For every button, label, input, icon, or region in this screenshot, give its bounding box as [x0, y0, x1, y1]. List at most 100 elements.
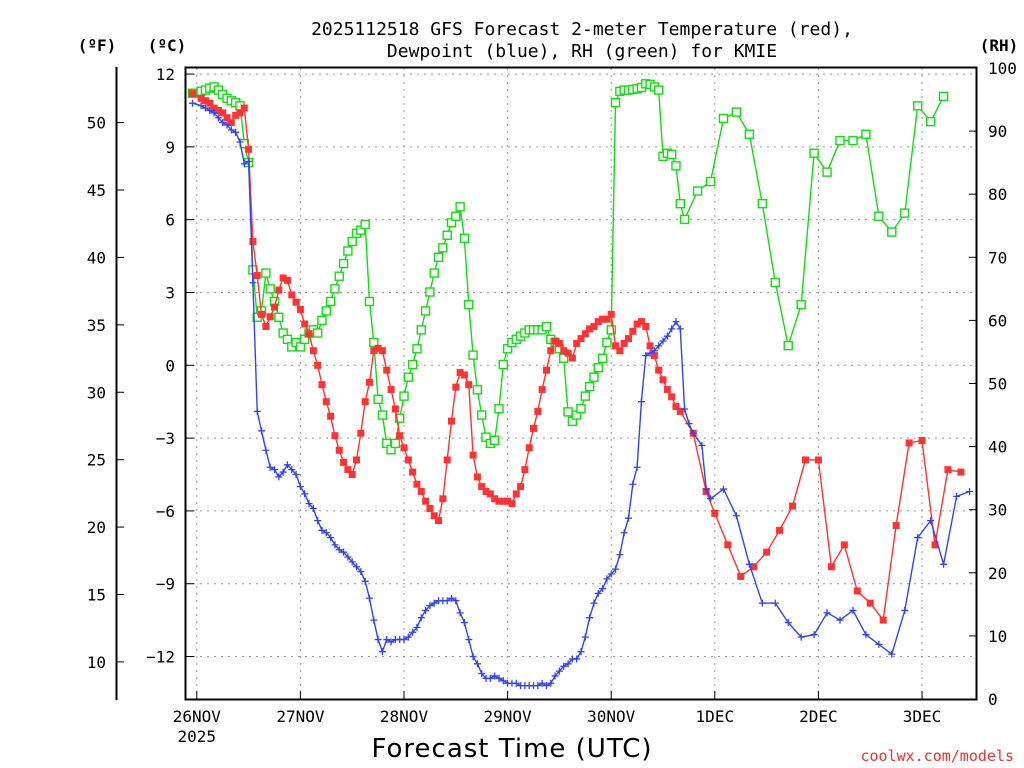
data-point	[668, 325, 676, 333]
data-point	[253, 407, 261, 415]
data-point	[288, 291, 296, 299]
data-point	[607, 310, 615, 318]
data-point	[374, 636, 382, 644]
data-point	[188, 89, 196, 97]
data-point	[282, 334, 293, 345]
data-point	[275, 286, 283, 294]
celsius-tick-label: 3	[165, 283, 175, 302]
data-point	[705, 176, 716, 187]
data-point	[555, 667, 563, 675]
data-point	[650, 347, 658, 355]
data-point	[489, 435, 500, 445]
data-point	[568, 354, 576, 362]
data-point	[646, 342, 654, 350]
x-tick-label: 3DEC	[903, 707, 942, 726]
data-point	[849, 606, 857, 614]
rh-tick-label: 90	[988, 122, 1007, 141]
fahrenheit-tick-label: 10	[87, 653, 106, 672]
data-point	[249, 238, 257, 246]
data-point	[214, 114, 222, 122]
x-tick-label: 1DEC	[696, 707, 735, 726]
data-point	[672, 318, 680, 326]
data-point	[525, 444, 533, 452]
data-point	[400, 444, 408, 452]
rh-tick-label: 50	[988, 375, 1007, 394]
data-point	[296, 483, 304, 491]
data-point	[409, 468, 417, 476]
series-2-meter-temperature	[188, 89, 965, 624]
data-point	[887, 227, 897, 237]
data-point	[430, 599, 438, 607]
data-point	[603, 575, 611, 583]
data-point	[853, 587, 861, 595]
data-point	[274, 312, 284, 322]
data-point	[373, 394, 383, 404]
data-point	[417, 487, 425, 495]
data-point	[814, 456, 822, 464]
data-point	[309, 504, 317, 512]
rh-tick-label: 10	[988, 627, 1007, 646]
data-point	[914, 534, 922, 542]
data-point	[383, 366, 391, 374]
data-point	[348, 471, 356, 479]
data-point	[499, 497, 507, 505]
data-point	[771, 599, 779, 607]
data-point	[214, 106, 222, 114]
data-point	[465, 381, 473, 389]
fahrenheit-tick-label: 20	[87, 518, 106, 537]
data-point	[646, 349, 654, 357]
data-point	[620, 529, 628, 537]
data-point	[262, 322, 270, 330]
data-point	[472, 385, 483, 395]
fahrenheit-tick-label: 30	[87, 383, 106, 402]
data-point	[331, 432, 339, 440]
celsius-tick-label: −6	[156, 502, 175, 521]
data-point	[827, 563, 835, 571]
data-point	[597, 353, 608, 363]
data-point	[559, 353, 569, 363]
data-point	[201, 97, 209, 105]
data-point	[210, 109, 218, 117]
data-point	[560, 347, 568, 355]
data-point	[412, 344, 422, 354]
data-point	[637, 398, 645, 406]
data-point	[236, 109, 244, 117]
data-point	[763, 548, 771, 556]
data-point	[581, 633, 589, 641]
data-point	[676, 407, 684, 415]
data-point	[482, 487, 490, 495]
data-point	[616, 551, 624, 559]
data-point	[757, 198, 768, 209]
data-point	[258, 427, 266, 435]
data-point	[681, 405, 689, 413]
data-point	[642, 352, 650, 360]
data-point	[460, 371, 468, 379]
data-point	[413, 480, 421, 488]
data-point	[603, 315, 611, 323]
data-point	[394, 413, 405, 423]
data-point	[305, 500, 313, 508]
data-point	[429, 268, 439, 278]
data-point	[810, 631, 818, 639]
data-point	[396, 432, 404, 440]
data-point	[334, 271, 344, 281]
data-point	[637, 318, 645, 326]
data-point	[861, 129, 871, 139]
data-point	[672, 403, 680, 411]
data-point	[737, 572, 745, 580]
data-point	[357, 568, 365, 576]
data-point	[620, 339, 628, 347]
data-point	[666, 149, 677, 160]
data-point	[784, 619, 792, 627]
celsius-tick-label: 9	[165, 138, 175, 157]
data-point	[456, 609, 464, 617]
data-point	[679, 214, 690, 225]
data-point	[443, 597, 451, 605]
data-point	[508, 500, 516, 508]
data-point	[374, 344, 382, 352]
rh-tick-label: 100	[988, 59, 1017, 78]
data-point	[564, 660, 572, 668]
data-point	[383, 636, 391, 644]
data-point	[718, 113, 729, 124]
data-point	[435, 517, 443, 525]
